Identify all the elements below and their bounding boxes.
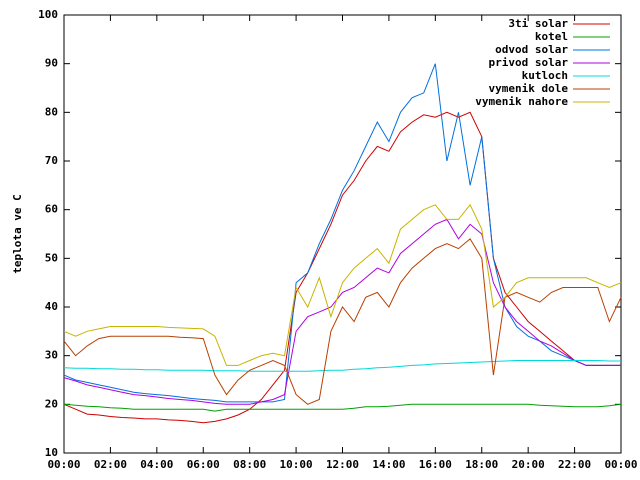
legend-label: vymenik dole [489,82,569,95]
x-tick-label: 06:00 [187,458,220,471]
x-tick-label: 00:00 [47,458,80,471]
y-tick-label: 90 [45,57,58,70]
series-line [63,238,622,405]
series-line [63,403,622,412]
series-line [63,360,621,372]
y-tick-label: 60 [45,203,58,216]
legend-label: kotel [535,30,568,43]
y-tick-label: 70 [45,154,58,167]
x-tick-label: 02:00 [94,458,127,471]
legend-label: kutloch [522,69,568,82]
x-tick-label: 20:00 [512,458,545,471]
y-tick-label: 10 [45,446,58,459]
series-line [63,63,621,403]
legend-label: 3ti solar [508,17,568,30]
x-tick-label: 22:00 [558,458,591,471]
x-tick-label: 18:00 [465,458,498,471]
x-tick-label: 00:00 [604,458,637,471]
x-tick-label: 16:00 [419,458,452,471]
series-line [63,203,622,366]
x-tick-label: 10:00 [280,458,313,471]
y-tick-label: 80 [45,105,58,118]
y-tick-label: 100 [38,8,58,21]
y-tick-label: 50 [45,251,58,264]
series-line [63,111,621,424]
legend-label: vymenik nahore [475,95,568,108]
x-tick-label: 04:00 [140,458,173,471]
legend-label: privod solar [489,56,569,69]
x-tick-label: 12:00 [326,458,359,471]
y-axis-label: teplota ve C [11,194,24,273]
x-tick-label: 14:00 [372,458,405,471]
y-tick-label: 30 [45,349,58,362]
y-tick-label: 40 [45,300,58,313]
series-line [63,218,621,405]
y-tick-label: 20 [45,397,58,410]
legend-label: odvod solar [495,43,568,56]
x-tick-label: 08:00 [233,458,266,471]
